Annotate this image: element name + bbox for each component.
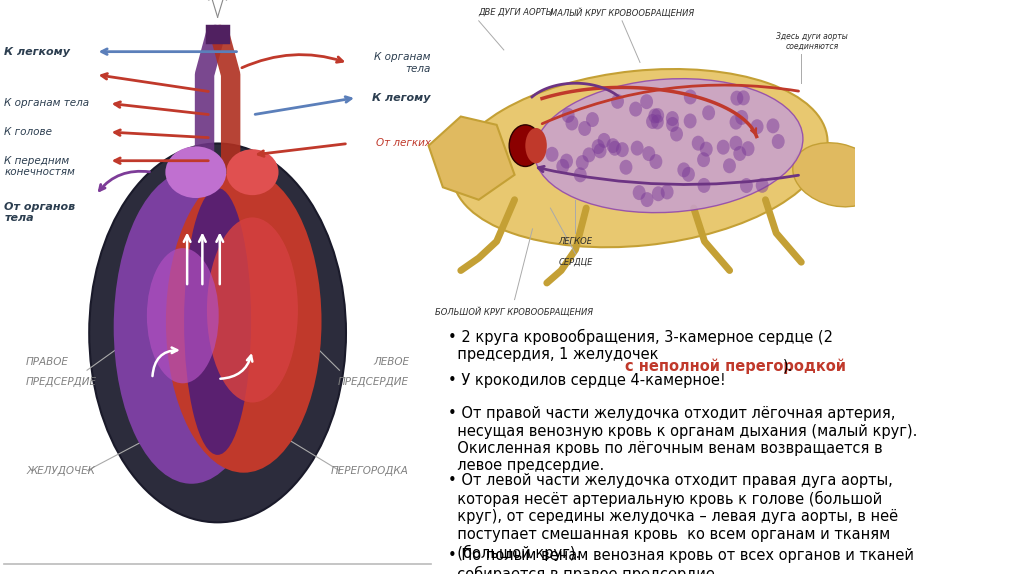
- Text: ЛЕГКОЕ: ЛЕГКОЕ: [558, 237, 593, 246]
- Circle shape: [737, 90, 750, 106]
- Ellipse shape: [535, 79, 803, 212]
- Circle shape: [631, 141, 644, 156]
- Circle shape: [692, 135, 705, 150]
- Circle shape: [615, 142, 629, 157]
- Text: • У крокодилов сердце 4-камерное!: • У крокодилов сердце 4-камерное!: [447, 373, 726, 387]
- Circle shape: [682, 167, 695, 182]
- Text: • 2 круга кровообращения, 3-камерное сердце (2
  предсердия, 1 желудочек: • 2 круга кровообращения, 3-камерное сер…: [447, 328, 833, 362]
- Text: ).: ).: [782, 358, 793, 373]
- Text: с неполной перегородкой: с неполной перегородкой: [626, 358, 847, 374]
- Ellipse shape: [525, 128, 547, 164]
- Circle shape: [575, 155, 589, 170]
- Text: К легому: К легому: [373, 92, 431, 103]
- Circle shape: [583, 148, 595, 162]
- Ellipse shape: [146, 248, 219, 383]
- Circle shape: [684, 114, 696, 129]
- Circle shape: [699, 142, 713, 157]
- Text: БОЛЬШОЙ КРУГ КРОВООБРАЩЕНИЯ: БОЛЬШОЙ КРУГ КРОВООБРАЩЕНИЯ: [435, 307, 594, 317]
- Circle shape: [620, 160, 633, 174]
- Circle shape: [611, 94, 624, 109]
- Circle shape: [670, 126, 683, 141]
- Text: СЕРДЦЕ: СЕРДЦЕ: [558, 258, 593, 267]
- Circle shape: [586, 112, 599, 127]
- Circle shape: [697, 178, 711, 193]
- Circle shape: [677, 162, 690, 177]
- Circle shape: [651, 108, 665, 123]
- Ellipse shape: [793, 143, 882, 207]
- Circle shape: [560, 154, 573, 169]
- Ellipse shape: [114, 170, 269, 484]
- Circle shape: [649, 154, 663, 169]
- Text: ПРЕДСЕРДИЕ: ПРЕДСЕРДИЕ: [338, 377, 410, 387]
- Ellipse shape: [166, 146, 226, 198]
- Circle shape: [723, 158, 736, 173]
- Circle shape: [562, 108, 574, 123]
- Circle shape: [629, 102, 642, 117]
- Text: К органам
тела: К органам тела: [375, 52, 431, 74]
- Circle shape: [608, 141, 622, 156]
- Circle shape: [633, 185, 645, 200]
- Circle shape: [697, 152, 710, 167]
- Circle shape: [598, 133, 610, 148]
- Circle shape: [646, 114, 659, 129]
- Circle shape: [717, 139, 730, 154]
- Ellipse shape: [453, 69, 827, 247]
- Circle shape: [756, 178, 769, 193]
- Text: ПРЕДСЕРДИЕ: ПРЕДСЕРДИЕ: [27, 377, 97, 387]
- Polygon shape: [428, 117, 514, 200]
- Ellipse shape: [166, 170, 322, 472]
- Circle shape: [556, 159, 569, 174]
- Ellipse shape: [509, 125, 542, 166]
- Circle shape: [666, 117, 679, 132]
- Circle shape: [579, 121, 591, 136]
- Ellipse shape: [207, 218, 298, 402]
- Text: От органов
тела: От органов тела: [4, 201, 76, 223]
- Circle shape: [652, 186, 665, 201]
- Circle shape: [606, 138, 620, 153]
- Circle shape: [546, 147, 558, 162]
- Text: ЛЕВОЕ: ЛЕВОЕ: [373, 356, 410, 367]
- Text: МАЛЫЙ КРУГ КРОВООБРАЩЕНИЯ: МАЛЫЙ КРУГ КРОВООБРАЩЕНИЯ: [550, 7, 694, 17]
- Text: ЖЕЛУДОЧЕК: ЖЕЛУДОЧЕК: [27, 466, 95, 476]
- Ellipse shape: [226, 149, 279, 195]
- Text: ПЕРЕГОРОДКА: ПЕРЕГОРОДКА: [331, 466, 410, 476]
- Text: • От правой части желудочка отходит лёгочная артерия,
  несущая венозную кровь к: • От правой части желудочка отходит лёго…: [447, 406, 918, 474]
- Circle shape: [666, 111, 679, 126]
- Circle shape: [767, 118, 779, 133]
- Circle shape: [702, 105, 715, 121]
- Circle shape: [751, 119, 764, 134]
- Text: • По полым венам венозная кровь от всех органов и тканей
  собирается в правое п: • По полым венам венозная кровь от всех …: [447, 548, 913, 574]
- Text: • От левой части желудочка отходит правая дуга аорты,
  которая несёт артериальн: • От левой части желудочка отходит права…: [447, 473, 898, 561]
- Circle shape: [642, 146, 655, 161]
- Circle shape: [730, 91, 743, 106]
- Ellipse shape: [184, 188, 251, 455]
- Circle shape: [729, 135, 742, 151]
- Circle shape: [592, 139, 604, 154]
- Text: К органам тела: К органам тела: [4, 98, 89, 108]
- Text: Здесь дуги аорты
соединяются: Здесь дуги аорты соединяются: [776, 32, 848, 51]
- Circle shape: [729, 115, 742, 130]
- Circle shape: [740, 178, 753, 193]
- Circle shape: [741, 141, 755, 156]
- Circle shape: [684, 90, 696, 104]
- Circle shape: [660, 184, 674, 199]
- Circle shape: [648, 108, 662, 123]
- Circle shape: [641, 192, 653, 207]
- Circle shape: [772, 134, 784, 149]
- Circle shape: [573, 168, 587, 183]
- Ellipse shape: [89, 144, 346, 522]
- Text: От легких: От легких: [376, 138, 431, 149]
- Circle shape: [651, 114, 664, 129]
- Circle shape: [733, 146, 746, 161]
- Text: ДВЕ ДУГИ АОРТЫ: ДВЕ ДУГИ АОРТЫ: [478, 8, 553, 17]
- Text: К голове: К голове: [4, 127, 52, 137]
- Text: К передним
конечностям: К передним конечностям: [4, 156, 75, 177]
- Circle shape: [565, 115, 579, 130]
- Circle shape: [594, 144, 606, 158]
- Text: ПРАВОЕ: ПРАВОЕ: [27, 356, 69, 367]
- Text: К легкому: К легкому: [4, 46, 71, 57]
- Circle shape: [640, 94, 653, 109]
- Circle shape: [735, 110, 749, 125]
